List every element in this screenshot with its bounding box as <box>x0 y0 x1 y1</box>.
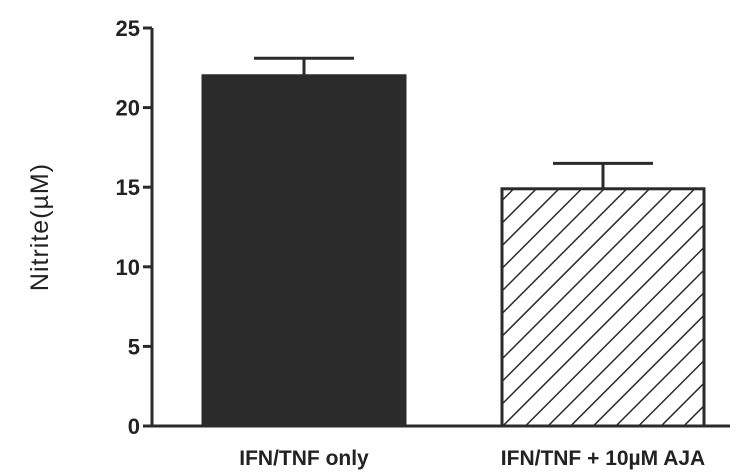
y-tick-label: 20 <box>116 96 140 121</box>
y-axis-title: Nitrite(µM) <box>26 163 54 291</box>
y-tick-label: 0 <box>128 414 140 439</box>
y-tick-label: 25 <box>116 16 140 41</box>
y-tick-label: 5 <box>128 334 140 359</box>
bar <box>201 74 407 428</box>
bar <box>500 187 706 428</box>
x-category-label: IFN/TNF + 10µM AJA <box>501 447 705 470</box>
y-tick-label: 10 <box>116 255 140 280</box>
y-tick-label: 15 <box>116 175 140 200</box>
x-category-label: IFN/TNF only <box>239 447 369 470</box>
